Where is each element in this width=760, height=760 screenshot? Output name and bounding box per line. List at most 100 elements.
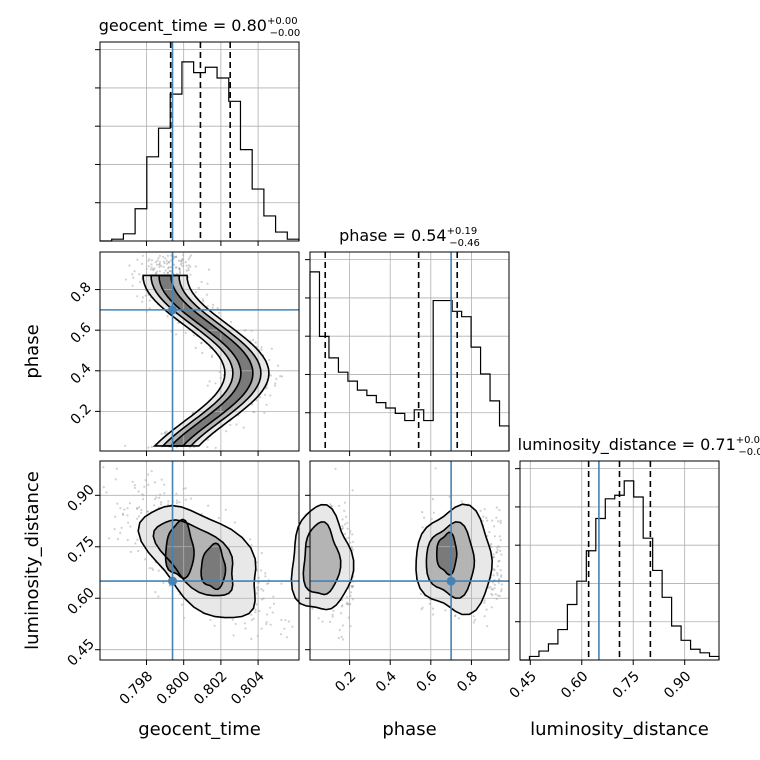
sample-point (269, 623, 272, 626)
sample-point (329, 503, 332, 506)
sample-point (421, 510, 424, 514)
sample-point (206, 438, 210, 441)
sample-point (201, 298, 205, 301)
sample-point (169, 266, 172, 269)
sample-point (163, 483, 166, 486)
sample-point (493, 525, 496, 528)
title-minus-luminosity_distance: −0.09 (738, 447, 760, 458)
sample-point (168, 270, 171, 273)
sample-point (496, 571, 499, 575)
sample-point (421, 526, 424, 529)
contour-inner-2 (200, 542, 227, 591)
sample-point (150, 263, 153, 266)
hist-frame-luminosity_distance (519, 460, 720, 661)
sample-point (181, 265, 184, 268)
sample-point (148, 307, 151, 310)
sample-point (280, 618, 283, 622)
sample-point (131, 273, 134, 276)
sample-point (187, 269, 190, 272)
sample-point (150, 470, 153, 473)
sample-point (263, 411, 266, 414)
sample-point (187, 267, 190, 270)
sample-point (341, 524, 344, 528)
sample-point (175, 446, 178, 449)
sample-point (206, 282, 209, 285)
sample-point (229, 320, 232, 324)
sample-point (168, 260, 171, 264)
sample-point (331, 613, 334, 616)
sample-point (344, 515, 348, 518)
sample-point (136, 295, 139, 298)
sample-point (457, 617, 460, 620)
ytick-label-phase: 0.4 (68, 360, 95, 387)
sample-point (174, 266, 177, 269)
sample-point (231, 618, 234, 621)
sample-point (133, 484, 136, 487)
sample-point (255, 592, 258, 595)
sample-point (311, 607, 314, 610)
sample-point (444, 609, 447, 612)
sample-point (483, 601, 486, 604)
sample-point (140, 508, 143, 512)
contour-inner (158, 274, 254, 447)
sample-point (136, 538, 139, 541)
sample-point (147, 483, 150, 486)
sample-point (340, 612, 343, 615)
sample-point (116, 502, 119, 505)
sample-point (153, 481, 156, 484)
sample-point (267, 582, 270, 585)
contour-inner (164, 518, 195, 580)
sample-point (126, 507, 129, 510)
sample-point (173, 263, 176, 266)
sample-point (151, 567, 154, 570)
sample-point (158, 260, 161, 263)
sample-point (141, 498, 145, 501)
sample-point (147, 446, 150, 449)
panel-phase-vs-luminosity_distance (305, 461, 509, 665)
sample-point (213, 624, 216, 627)
sample-point (431, 498, 434, 501)
sample-point (180, 260, 183, 263)
sample-point (350, 591, 353, 594)
sample-point (495, 506, 498, 509)
sample-point (217, 516, 220, 520)
sample-point (158, 262, 161, 266)
sample-point (321, 620, 324, 623)
sample-point (284, 619, 287, 622)
sample-point (489, 586, 492, 589)
sample-point (454, 614, 457, 617)
sample-point (498, 509, 501, 512)
contour-mid-right (425, 520, 476, 600)
ytick-label-luminosity_distance: 0.45 (65, 636, 98, 669)
sample-point (334, 467, 337, 470)
sample-point (260, 588, 263, 591)
sample-point (499, 519, 502, 522)
sample-point (483, 599, 486, 602)
sample-point (166, 315, 169, 318)
sample-point (490, 587, 493, 591)
sample-point (214, 382, 217, 385)
sample-point (165, 430, 168, 433)
contour-outer-right (415, 503, 494, 616)
sample-point (138, 273, 141, 276)
sample-point (497, 560, 500, 563)
sample-point (341, 604, 344, 607)
sample-point (492, 574, 495, 577)
sample-point (113, 528, 116, 531)
sample-point (214, 446, 217, 449)
sample-point (330, 505, 333, 508)
sample-point (120, 526, 123, 530)
sample-point (156, 259, 159, 262)
sample-point (114, 478, 117, 481)
panel-frame (309, 460, 510, 661)
sample-point (166, 271, 169, 274)
sample-point (163, 431, 166, 434)
sample-point (340, 635, 343, 639)
sample-point (137, 490, 140, 493)
sample-point (490, 543, 493, 546)
sample-point (500, 553, 503, 556)
hist-panel-geocent_time: geocent_time = 0.80+0.00 −0.00 (95, 16, 300, 246)
sample-point (490, 592, 493, 596)
sample-point (347, 536, 350, 540)
